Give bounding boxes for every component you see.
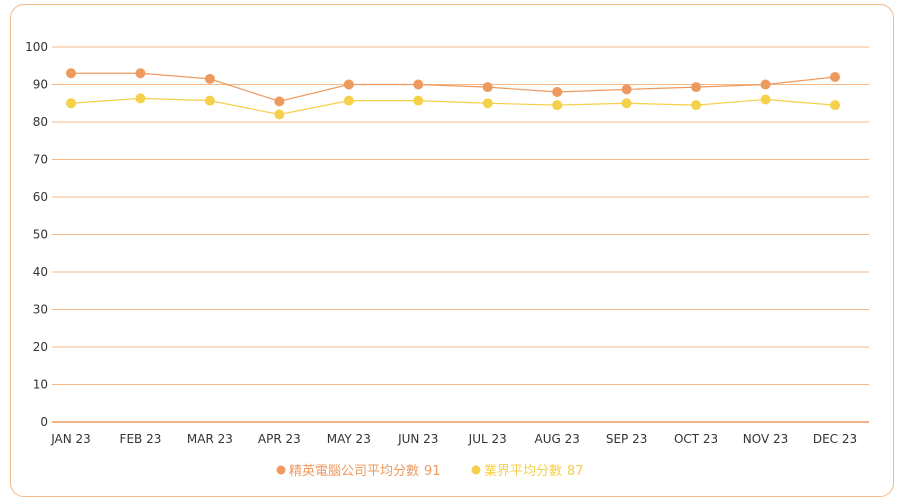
data-point[interactable] xyxy=(482,98,493,109)
x-tick-label: NOV 23 xyxy=(743,432,789,446)
data-point[interactable] xyxy=(413,95,424,106)
data-point[interactable] xyxy=(482,82,493,93)
x-tick-label: FEB 23 xyxy=(120,432,162,446)
x-tick-label: JUL 23 xyxy=(468,432,507,446)
y-tick-label: 80 xyxy=(33,115,48,129)
data-point[interactable] xyxy=(552,87,563,97)
data-point[interactable] xyxy=(830,100,840,111)
x-tick-label: MAR 23 xyxy=(187,432,233,446)
y-tick-label: 70 xyxy=(33,153,48,167)
data-point[interactable] xyxy=(274,109,285,120)
legend-value-2: 87 xyxy=(567,464,584,479)
data-point[interactable] xyxy=(135,68,146,79)
data-point[interactable] xyxy=(621,84,632,95)
x-tick-label: APR 23 xyxy=(258,432,301,446)
legend-value-1: 91 xyxy=(424,464,441,479)
data-point[interactable] xyxy=(343,95,354,106)
y-tick-label: 90 xyxy=(33,78,48,92)
data-point[interactable] xyxy=(621,98,632,109)
y-tick-label: 60 xyxy=(33,190,48,204)
y-tick-label: 10 xyxy=(33,378,48,392)
y-tick-label: 0 xyxy=(40,415,48,429)
x-tick-label: MAY 23 xyxy=(327,432,371,446)
legend-label-1: 精英電腦公司平均分數 xyxy=(289,464,419,479)
data-point[interactable] xyxy=(760,79,771,90)
data-point[interactable] xyxy=(691,100,702,111)
legend-label-2: 業界平均分數 xyxy=(484,463,562,479)
data-point[interactable] xyxy=(135,93,146,104)
data-point[interactable] xyxy=(552,100,563,111)
x-tick-label: SEP 23 xyxy=(606,432,648,446)
data-point[interactable] xyxy=(343,79,354,90)
data-point[interactable] xyxy=(274,96,285,107)
y-tick-label: 40 xyxy=(33,265,48,279)
data-point[interactable] xyxy=(66,98,76,109)
y-tick-label: 50 xyxy=(33,228,48,242)
legend-marker-1 xyxy=(276,465,286,475)
x-tick-label: AUG 23 xyxy=(534,432,579,446)
x-tick-label: JAN 23 xyxy=(50,432,91,446)
series-line-2 xyxy=(70,97,836,116)
data-point[interactable] xyxy=(691,82,702,93)
data-point[interactable] xyxy=(760,94,771,105)
data-point[interactable] xyxy=(830,72,840,82)
x-tick-label: OCT 23 xyxy=(674,432,718,446)
data-point[interactable] xyxy=(204,95,215,106)
y-tick-label: 30 xyxy=(33,303,48,317)
series-line-1 xyxy=(71,72,836,102)
y-tick-label: 20 xyxy=(33,340,48,354)
y-tick-label: 100 xyxy=(25,40,48,54)
data-point[interactable] xyxy=(66,68,76,79)
data-point[interactable] xyxy=(204,73,215,84)
x-tick-label: JUN 23 xyxy=(397,432,438,446)
legend-marker-2 xyxy=(471,465,481,475)
x-tick-label: DEC 23 xyxy=(813,432,857,446)
data-point[interactable] xyxy=(413,79,424,90)
